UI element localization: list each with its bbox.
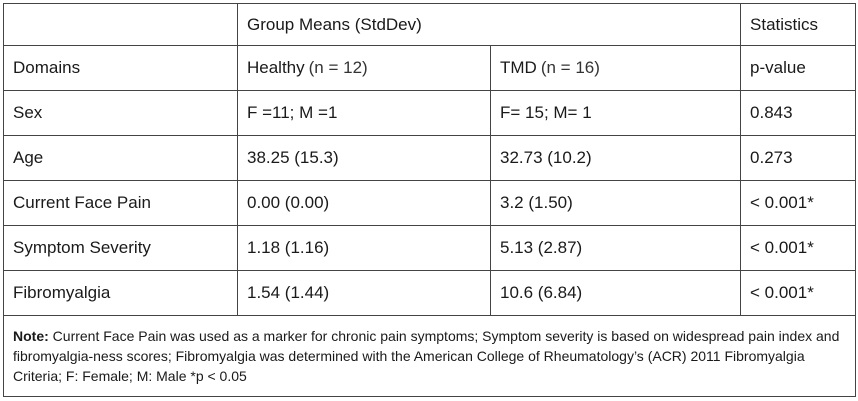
empty-cell <box>3 3 238 46</box>
table-body: Sex F =11; M =1 F= 15; M= 1 0.843 Age 38.25 (… <box>3 90 857 316</box>
results-table: Group Means (StdDev) Statistics Domains … <box>2 3 857 397</box>
data-cell: 3.2 (1.50) <box>489 180 742 226</box>
row-label: Fibromyalgia <box>3 270 238 316</box>
data-cell: 5.13 (2.87) <box>489 225 742 271</box>
column-header: p-value <box>740 45 857 91</box>
data-cell: F= 15; M= 1 <box>489 90 742 136</box>
data-cell: F =11; M =1 <box>237 90 491 136</box>
data-cell: 38.25 (15.3) <box>237 135 491 181</box>
data-row: Age 38.25 (15.3) 32.73 (10.2) 0.273 <box>3 135 857 181</box>
note-cell: Note: Current Face Pain was used as a ma… <box>2 315 857 397</box>
note-text: Current Face Pain was used as a marker f… <box>13 328 840 384</box>
header-cell: Statistics <box>740 3 857 46</box>
header-cell: Group Means (StdDev) <box>236 3 742 46</box>
data-cell: 1.54 (1.44) <box>237 270 491 316</box>
data-cell: 32.73 (10.2) <box>489 135 742 181</box>
data-row: Symptom Severity 1.18 (1.16) 5.13 (2.87) < … <box>3 225 857 271</box>
column-header: Domains <box>3 45 238 91</box>
data-cell: 0.273 <box>740 135 857 181</box>
row-label: Age <box>3 135 238 181</box>
column-label: Domains <box>13 58 81 77</box>
column-label: p-value <box>750 58 806 77</box>
row-label: Current Face Pain <box>3 180 238 226</box>
data-row: Current Face Pain 0.00 (0.00) 3.2 (1.50) < … <box>3 180 857 226</box>
data-cell: < 0.001* <box>740 180 857 226</box>
row-label: Sex <box>3 90 238 136</box>
column-header: TMD (n = 16) <box>489 45 742 91</box>
data-row: Sex F =11; M =1 F= 15; M= 1 0.843 <box>3 90 857 136</box>
column-header: Healthy (n = 12) <box>237 45 491 91</box>
column-label: TMD <box>500 58 537 77</box>
data-cell: 1.18 (1.16) <box>237 225 491 271</box>
column-header-row: Domains Healthy (n = 12) TMD (n = 16) p-va… <box>3 45 857 91</box>
note-label: Note: <box>13 328 49 344</box>
data-cell: 0.00 (0.00) <box>237 180 491 226</box>
data-cell: 0.843 <box>740 90 857 136</box>
column-detail: (n = 12) <box>308 58 368 77</box>
data-cell: < 0.001* <box>740 225 857 271</box>
data-cell: 10.6 (6.84) <box>489 270 742 316</box>
column-label: Healthy <box>247 58 305 77</box>
header-row: Group Means (StdDev) Statistics <box>3 3 857 46</box>
data-cell: < 0.001* <box>740 270 857 316</box>
row-label: Symptom Severity <box>3 225 238 271</box>
column-detail: (n = 16) <box>540 58 600 77</box>
note-row: Note: Current Face Pain was used as a ma… <box>2 315 857 397</box>
data-row: Fibromyalgia 1.54 (1.44) 10.6 (6.84) < 0.00… <box>3 270 857 316</box>
